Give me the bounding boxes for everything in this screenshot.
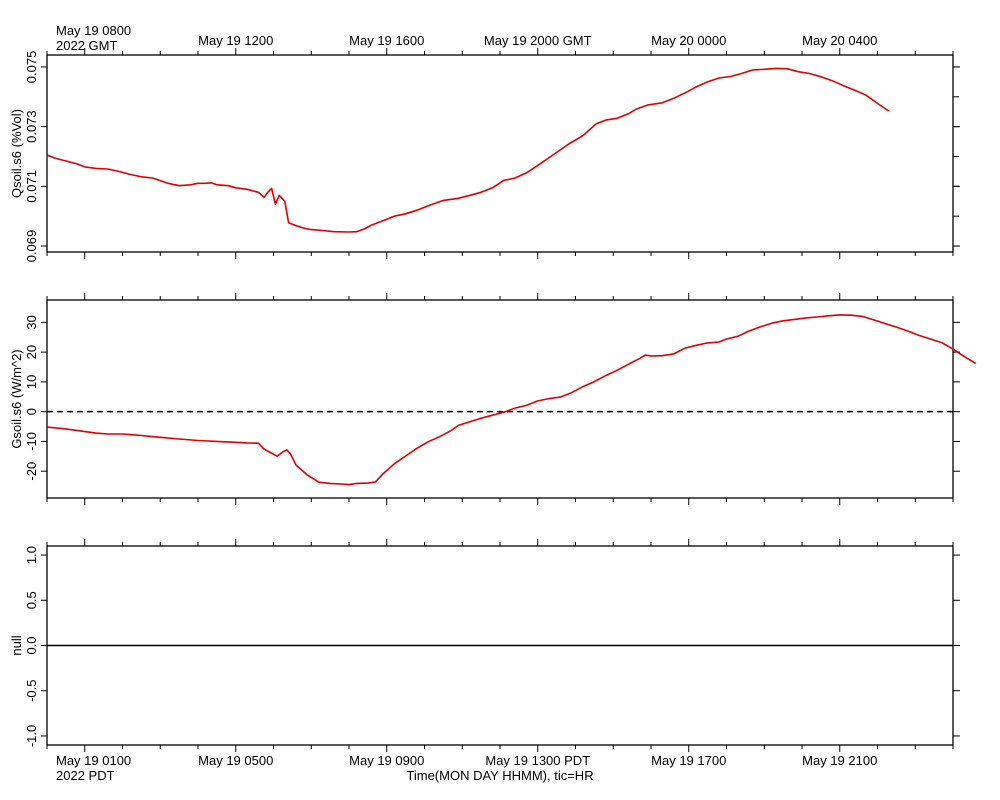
top-axis-tick-label: May 20 0000 [651, 33, 726, 48]
top-axis-labels: May 19 1200 May 19 1600 May 19 2000 GMT May… [198, 33, 877, 48]
y-tick-label: 0.075 [24, 51, 39, 84]
y-tick-label: 10 [24, 375, 39, 389]
bottom-axis-corner-line1: May 19 0100 [56, 753, 131, 768]
panel-null: -1.0 -0.5 0.0 0.5 1.0 null [9, 539, 960, 752]
plot-frame [46, 54, 954, 253]
y-tick-label: -20 [24, 462, 39, 481]
bottom-axis-corner-line2: 2022 PDT [56, 768, 115, 783]
y-tick-label: -10 [24, 432, 39, 451]
top-axis-corner-line2: 2022 GMT [56, 38, 117, 53]
y-tick-label: 20 [24, 345, 39, 359]
top-axis-tick-label: May 19 2000 GMT [484, 33, 592, 48]
top-axis-tick-label: May 20 0400 [802, 33, 877, 48]
y-tick-label: 0.0 [24, 636, 39, 654]
x-axis-title: Time(MON DAY HHMM), tic=HR [406, 768, 593, 783]
series-line [46, 67, 890, 233]
y-tick-label: 0 [24, 408, 39, 415]
series-line [46, 314, 977, 486]
bottom-axis-tick-label: May 19 1700 [651, 753, 726, 768]
bottom-axis-tick-label: May 19 0500 [198, 753, 273, 768]
bottom-axis-tick-label: May 19 1300 PDT [485, 753, 590, 768]
top-axis-tick-label: May 19 1600 [349, 33, 424, 48]
y-tick-label: -0.5 [24, 680, 39, 702]
y-tick-label: -1.0 [24, 725, 39, 747]
y-tick-label: 0.073 [24, 110, 39, 143]
bottom-axis-tick-label: May 19 2100 [802, 753, 877, 768]
y-axis-label: null [9, 635, 24, 655]
y-tick-label: 0.5 [24, 591, 39, 609]
y-tick-label: 1.0 [24, 546, 39, 564]
top-axis-tick-label: May 19 1200 [198, 33, 273, 48]
y-tick-label: 30 [24, 315, 39, 329]
y-tick-label: 0.071 [24, 170, 39, 203]
top-axis-corner-line1: May 19 0800 [56, 23, 131, 38]
plot-frame [46, 299, 954, 499]
y-axis-label: Gsoil.s6 (W/m^2) [9, 349, 24, 448]
y-axis-label: Qsoil.s6 (%Vol) [9, 109, 24, 198]
panel-gsoil: -20 -10 0 10 20 30 Gsoil.s6 (W/m^2) [9, 293, 977, 505]
bottom-axis-labels: May 19 0500 May 19 0900 May 19 1300 PDT May… [198, 753, 877, 768]
bottom-axis-tick-label: May 19 0900 [349, 753, 424, 768]
y-tick-label: 0.069 [24, 230, 39, 263]
panel-qsoil: 0.069 0.071 0.073 0.075 Qsoil.s6 (%Vol) [9, 48, 960, 262]
